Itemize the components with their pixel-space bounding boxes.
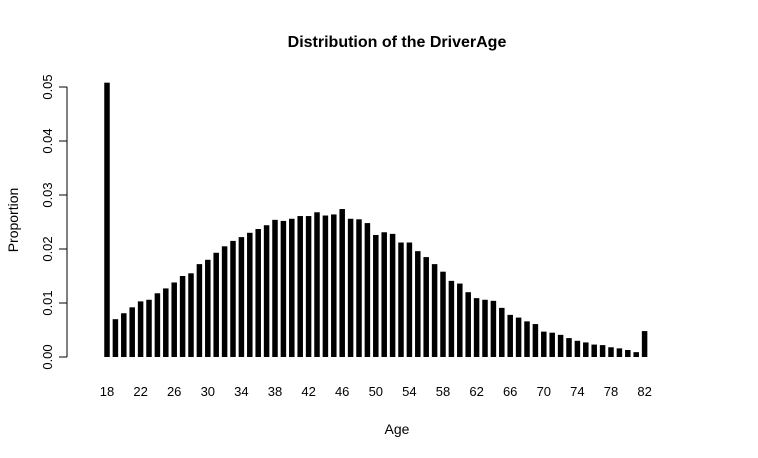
bar (154, 293, 161, 357)
bar (364, 223, 371, 357)
bar (515, 317, 522, 357)
x-tick-label: 22 (133, 384, 147, 399)
bar (280, 220, 287, 357)
bar (583, 342, 589, 357)
bar (221, 246, 228, 357)
bar (415, 251, 421, 357)
bar (112, 319, 119, 357)
bar (448, 280, 455, 357)
bar (163, 288, 169, 357)
bar (549, 332, 555, 357)
bar (322, 215, 329, 357)
bar (608, 347, 614, 357)
bar (591, 344, 597, 357)
chart-title: Distribution of the DriverAge (288, 34, 507, 51)
y-tick-label: 0.00 (40, 344, 55, 369)
x-tick-label: 54 (402, 384, 416, 399)
bar (238, 237, 245, 357)
bar (137, 301, 144, 357)
bar (331, 214, 337, 357)
x-tick-label: 34 (234, 384, 248, 399)
bar (499, 307, 505, 357)
bar (532, 324, 539, 357)
bar (146, 299, 152, 357)
x-axis-label: Age (385, 421, 410, 437)
bar (616, 348, 623, 357)
x-tick-label: 26 (167, 384, 181, 399)
x-tick-label: 78 (604, 384, 618, 399)
bar (625, 349, 631, 357)
y-axis: 0.00 0.01 0.02 0.03 0.04 0.05 (40, 74, 68, 370)
bar (213, 252, 219, 357)
bar (373, 234, 379, 357)
bar (641, 331, 648, 357)
bar (297, 216, 303, 357)
bar (104, 82, 110, 358)
bar (507, 314, 513, 357)
bar (381, 232, 387, 357)
y-axis-label: Proportion (5, 188, 21, 253)
bar (188, 273, 194, 357)
bar (255, 229, 261, 357)
bar (465, 292, 471, 357)
y-tick-label: 0.03 (40, 182, 55, 207)
bar (263, 225, 270, 357)
bar (205, 259, 211, 357)
bar (314, 212, 320, 357)
bar (121, 313, 127, 357)
bar (347, 218, 354, 357)
y-tick-label: 0.05 (40, 74, 55, 99)
x-tick-label: 42 (301, 384, 315, 399)
bar (490, 300, 497, 357)
bar (541, 331, 547, 357)
bar (247, 232, 253, 357)
bar (289, 218, 295, 357)
bar (406, 242, 413, 357)
bar (423, 257, 429, 357)
bar (599, 345, 606, 357)
x-tick-label: 30 (201, 384, 215, 399)
bar (129, 307, 135, 357)
x-tick-label: 38 (268, 384, 282, 399)
bar (389, 233, 396, 357)
x-tick-label: 70 (537, 384, 551, 399)
bar (230, 240, 236, 357)
y-tick-label: 0.04 (40, 128, 55, 153)
bar (524, 321, 530, 357)
bar (305, 216, 312, 357)
bar (171, 282, 177, 357)
bars (104, 82, 648, 358)
x-tick-label: 58 (436, 384, 450, 399)
x-axis-ticks: 18 22 26 30 34 38 42 46 50 54 58 62 66 70 74 78 82 (100, 384, 652, 399)
bar (179, 276, 186, 357)
bar (633, 352, 639, 357)
bar (196, 264, 203, 357)
x-tick-label: 74 (570, 384, 584, 399)
bar (557, 334, 564, 357)
bar (339, 209, 345, 357)
bar (473, 298, 480, 357)
x-tick-label: 82 (637, 384, 651, 399)
bar (457, 283, 463, 357)
bar (440, 271, 446, 357)
bar (272, 219, 278, 357)
x-tick-label: 62 (469, 384, 483, 399)
y-tick-label: 0.02 (40, 236, 55, 261)
x-tick-label: 18 (100, 384, 114, 399)
bar (482, 299, 488, 357)
y-tick-label: 0.01 (40, 290, 55, 315)
x-tick-label: 46 (335, 384, 349, 399)
bar (356, 219, 362, 357)
bar (574, 340, 581, 357)
x-tick-label: 66 (503, 384, 517, 399)
bar (431, 264, 438, 357)
x-tick-label: 50 (369, 384, 383, 399)
bar (398, 242, 404, 357)
bar (566, 338, 572, 357)
